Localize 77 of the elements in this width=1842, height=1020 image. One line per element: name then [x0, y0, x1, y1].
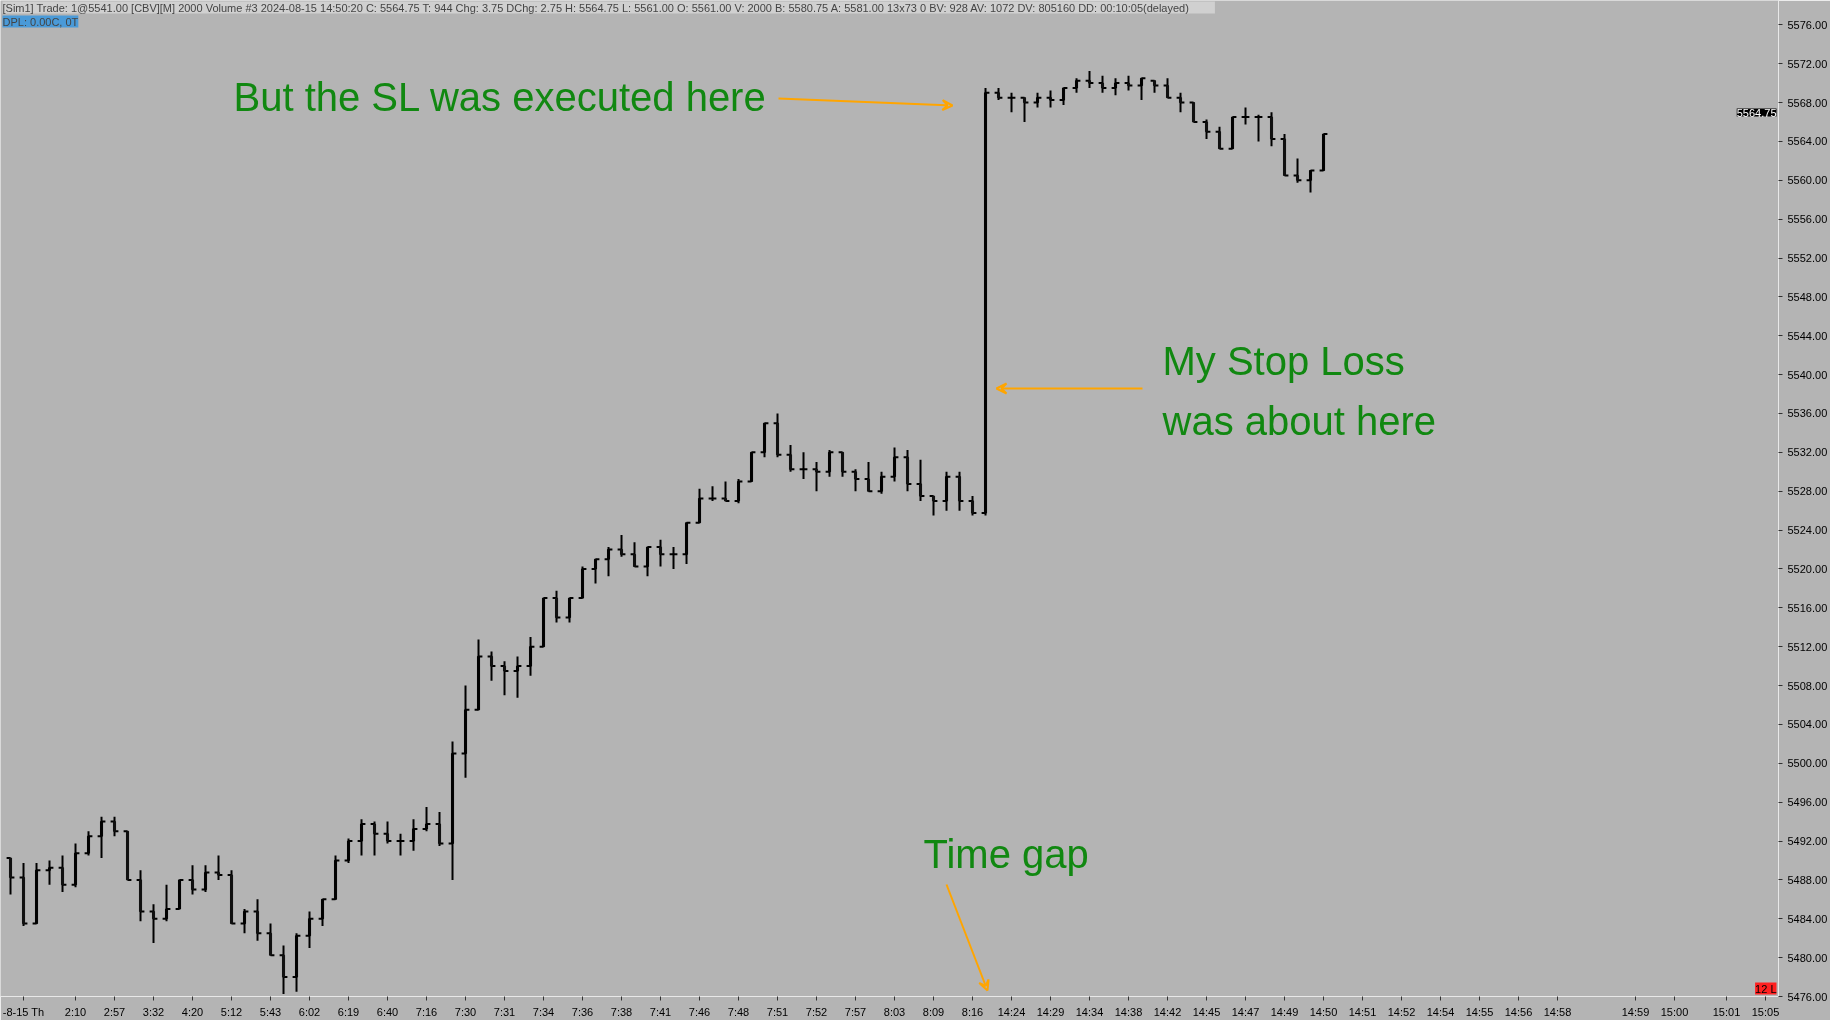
y-tick-label: 5516.00 [1787, 601, 1828, 614]
x-tick-label: 7:36 [571, 1005, 594, 1018]
x-tick-label: 15:01 [1712, 1005, 1741, 1018]
y-tick-label: 5560.00 [1787, 174, 1828, 187]
y-tick-label: 5568.00 [1787, 96, 1828, 109]
x-tick-label: 7:16 [415, 1005, 438, 1018]
x-tick-label: 3:32 [142, 1005, 165, 1018]
x-tick-label: 14:55 [1465, 1005, 1494, 1018]
y-tick-label: 5480.00 [1787, 951, 1828, 964]
y-tick-label: 5540.00 [1787, 368, 1828, 381]
x-tick-label: 8:16 [961, 1005, 984, 1018]
x-tick-label: 7:46 [688, 1005, 711, 1018]
x-tick-label: 14:38 [1114, 1005, 1143, 1018]
y-tick-label: 5532.00 [1787, 446, 1828, 459]
x-tick-label: 7:34 [532, 1005, 555, 1018]
x-tick-label: 4:20 [181, 1005, 204, 1018]
y-tick-label: 5548.00 [1787, 290, 1828, 303]
x-tick-label: 14:47 [1231, 1005, 1260, 1018]
y-tick-label: 5492.00 [1787, 835, 1828, 848]
x-tick-label: 14:50 [1309, 1005, 1338, 1018]
y-tick-label: 5500.00 [1787, 757, 1828, 770]
y-tick-label: 5564.00 [1787, 135, 1828, 148]
annotation: But the SL was executed here [233, 74, 766, 119]
y-tick-label: 5512.00 [1787, 640, 1828, 653]
x-tick-label: 7:31 [493, 1005, 516, 1018]
x-tick-label: 7:51 [766, 1005, 789, 1018]
x-tick-label: 14:56 [1504, 1005, 1533, 1018]
annotation: 12 L [1755, 982, 1777, 995]
annotation: 5564.75 [1736, 106, 1777, 119]
y-tick-label: 5520.00 [1787, 562, 1828, 575]
y-tick-label: 5536.00 [1787, 407, 1828, 420]
x-tick-label: 14:29 [1036, 1005, 1065, 1018]
y-tick-label: 5476.00 [1787, 990, 1828, 1003]
x-tick-label: 14:45 [1192, 1005, 1221, 1018]
x-tick-label: 14:42 [1153, 1005, 1182, 1018]
x-tick-label: 6:19 [337, 1005, 360, 1018]
x-tick-label: 7:57 [844, 1005, 867, 1018]
y-tick-label: 5496.00 [1787, 796, 1828, 809]
y-tick-label: 5484.00 [1787, 912, 1828, 925]
x-tick-label: 8:03 [883, 1005, 906, 1018]
y-tick-label: 5556.00 [1787, 213, 1828, 226]
x-tick-label: 15:05 [1751, 1005, 1780, 1018]
x-tick-label: 6:40 [376, 1005, 399, 1018]
x-tick-label: 7:30 [454, 1005, 477, 1018]
annotation: [Sim1] Trade: 1@5541.00 [CBV][M] 2000 Volume #3 2024-08-15 14:50:20 C: 5564.75 T: 944 Chg: 3.75 DChg: 2.75 H: 5564.75 L: 5561.00 O: 5561.00 V: 2000 B: 5580.75 A: 5581.00 13x73 0 BV: 928 AV: 1072 DV: 805160 DD: 00:10:05(delayed) [2, 1, 1189, 14]
x-tick-label: 15:00 [1660, 1005, 1689, 1018]
x-tick-label: 5:12 [220, 1005, 243, 1018]
annotation: DPL: 0.00C, 0T [2, 15, 79, 28]
x-tick-label: 14:52 [1387, 1005, 1416, 1018]
x-tick-label: 14:54 [1426, 1005, 1455, 1018]
x-tick-label: 8:09 [922, 1005, 945, 1018]
y-tick-label: 5504.00 [1787, 718, 1828, 731]
x-tick-label: 14:24 [997, 1005, 1026, 1018]
x-tick-label: 7:38 [610, 1005, 633, 1018]
y-tick-label: 5552.00 [1787, 252, 1828, 264]
x-tick-label: 6:02 [298, 1005, 321, 1018]
x-tick-label: 14:58 [1543, 1005, 1572, 1018]
x-tick-label: 14:51 [1348, 1005, 1377, 1018]
x-tick-label: 7:52 [805, 1005, 828, 1018]
x-tick-label: 7:41 [649, 1005, 672, 1018]
y-tick-label: 5572.00 [1787, 57, 1828, 70]
x-tick-label: 14:34 [1075, 1005, 1104, 1018]
x-tick-label: 5:43 [259, 1005, 282, 1018]
y-tick-label: 5528.00 [1787, 485, 1828, 498]
x-tick-label: 7:48 [727, 1005, 750, 1018]
x-tick-label: 14:49 [1270, 1005, 1299, 1018]
x-tick-label: -8-15 Th [2, 1005, 45, 1018]
x-tick-label: 14:59 [1621, 1005, 1650, 1018]
annotation: My Stop Loss was about here [1161, 338, 1437, 443]
y-tick-label: 5524.00 [1787, 524, 1828, 537]
x-tick-label: 2:57 [103, 1005, 126, 1018]
y-tick-label: 5488.00 [1787, 873, 1828, 886]
y-tick-label: 5576.00 [1787, 18, 1828, 31]
x-tick-label: 2:10 [64, 1005, 87, 1018]
y-tick-label: 5508.00 [1787, 679, 1828, 692]
annotation: Time gap [923, 831, 1089, 876]
y-tick-label: 5544.00 [1787, 329, 1828, 342]
